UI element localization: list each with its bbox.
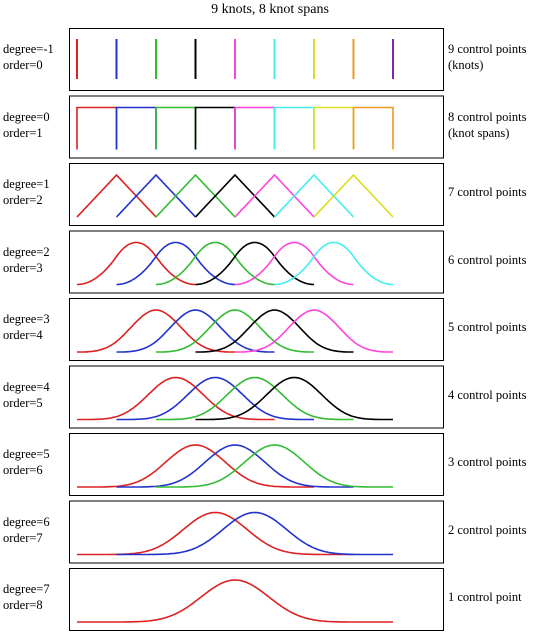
panel-frame [69, 28, 444, 91]
row-panel-degree-5 [69, 433, 444, 496]
row-control-points-label: 2 control points [448, 522, 526, 538]
row-degree-order-label: degree=2 order=3 [3, 244, 50, 276]
basis-function-curve [313, 106, 355, 150]
basis-function-curve [234, 106, 276, 150]
degree-label: degree=4 [3, 379, 50, 394]
basis-function-curve [155, 106, 197, 150]
basis-function-curve [194, 173, 276, 218]
degree-label: degree=6 [3, 514, 50, 529]
degree-label: degree=0 [3, 109, 50, 124]
basis-function-curve [313, 173, 394, 218]
order-label: order=8 [3, 598, 43, 612]
basis-function-curve [156, 309, 314, 353]
panel-frame [69, 433, 444, 496]
row-panel-degree-1 [69, 163, 444, 226]
basis-function-curve [116, 511, 393, 556]
row-degree-order-label: degree=1 order=2 [3, 176, 50, 208]
diagram-title: 9 knots, 8 knot spans [211, 2, 329, 17]
row-degree-order-label: degree=-1 order=0 [3, 41, 54, 73]
row-degree-order-label: degree=6 order=7 [3, 514, 50, 546]
panel-frame [69, 365, 444, 429]
basis-function-curve [195, 376, 393, 421]
basis-function-curve [77, 579, 393, 623]
basis-function-curve [115, 106, 157, 150]
panel-frame [69, 95, 444, 159]
row-degree-order-label: degree=5 order=6 [3, 446, 50, 478]
order-label: order=6 [3, 463, 43, 477]
control-points-label-line: (knots) [448, 58, 484, 72]
row-control-points-label: 4 control points [448, 387, 526, 403]
basis-function-curve [156, 444, 393, 488]
panel-frame [69, 568, 444, 631]
basis-function-curve [77, 444, 314, 488]
degree-label: degree=5 [3, 447, 50, 461]
order-label: order=4 [3, 328, 43, 342]
basis-function-curve [116, 444, 354, 488]
row-panel-degree-6 [69, 500, 444, 564]
basis-function-curve [235, 241, 354, 286]
degree-label: degree=2 [3, 244, 50, 259]
control-points-label-line: 9 control points [448, 42, 527, 56]
row-degree-order-label: degree=7 order=8 [3, 581, 50, 613]
row-control-points-label: 6 control points [448, 252, 526, 268]
row-degree-order-label: degree=3 order=4 [3, 311, 50, 343]
basis-function-curve [156, 376, 354, 421]
basis-function-curve [76, 173, 157, 218]
panel-frame [69, 298, 444, 361]
basis-function-curve [274, 241, 393, 286]
basis-function-curve [352, 106, 394, 150]
control-points-label-line: 8 control points [448, 109, 527, 124]
row-panel-degree-3 [69, 298, 444, 361]
order-label: order=7 [3, 530, 43, 545]
row-panel-degree--1 [69, 28, 444, 91]
control-points-label-line: 6 control points [448, 252, 527, 267]
basis-function-curve [235, 309, 393, 353]
order-label: order=2 [3, 193, 43, 207]
degree-label: degree=1 [3, 177, 50, 191]
row-panel-degree-4 [69, 365, 444, 429]
control-points-label-line: 1 control point [448, 590, 522, 604]
control-points-label-line: 5 control points [448, 320, 527, 334]
basis-function-curve [116, 309, 275, 353]
basis-function-curve [194, 106, 236, 150]
order-label: order=3 [3, 260, 43, 275]
degree-label: degree=-1 [3, 42, 54, 56]
row-degree-order-label: degree=4 order=5 [3, 379, 50, 411]
order-label: order=0 [3, 58, 43, 72]
basis-function-curve [273, 173, 355, 218]
basis-function-curve [155, 173, 236, 218]
control-points-label-line: 3 control points [448, 455, 527, 469]
control-points-label-line: (knot spans) [448, 125, 510, 140]
panel-frame [69, 163, 444, 226]
basis-function-curve [234, 173, 315, 218]
row-panel-degree-2 [69, 230, 444, 294]
row-panel-degree-7 [69, 568, 444, 631]
row-control-points-label: 7 control points [448, 184, 526, 200]
basis-function-curve [76, 106, 118, 150]
order-label: order=1 [3, 125, 43, 140]
basis-function-curve [273, 106, 315, 150]
order-label: order=5 [3, 395, 43, 410]
row-control-points-label: 8 control points (knot spans) [448, 109, 526, 141]
panel-frame [69, 230, 444, 294]
basis-function-curve [77, 376, 275, 421]
row-control-points-label: 9 control points (knots) [448, 41, 526, 73]
basis-function-curve [77, 511, 354, 556]
degree-label: degree=7 [3, 582, 50, 596]
basis-function-curve [195, 309, 354, 353]
row-control-points-label: 5 control points [448, 319, 526, 335]
control-points-label-line: 2 control points [448, 522, 527, 537]
row-degree-order-label: degree=0 order=1 [3, 109, 50, 141]
row-panel-degree-0 [69, 95, 444, 159]
degree-label: degree=3 [3, 312, 50, 326]
control-points-label-line: 4 control points [448, 387, 527, 402]
row-control-points-label: 1 control point [448, 589, 522, 605]
row-control-points-label: 3 control points [448, 454, 526, 470]
panel-frame [69, 500, 444, 564]
basis-function-curve [115, 173, 197, 218]
basis-function-curve [77, 309, 235, 353]
control-points-label-line: 7 control points [448, 185, 527, 199]
basis-function-curve [116, 376, 314, 421]
